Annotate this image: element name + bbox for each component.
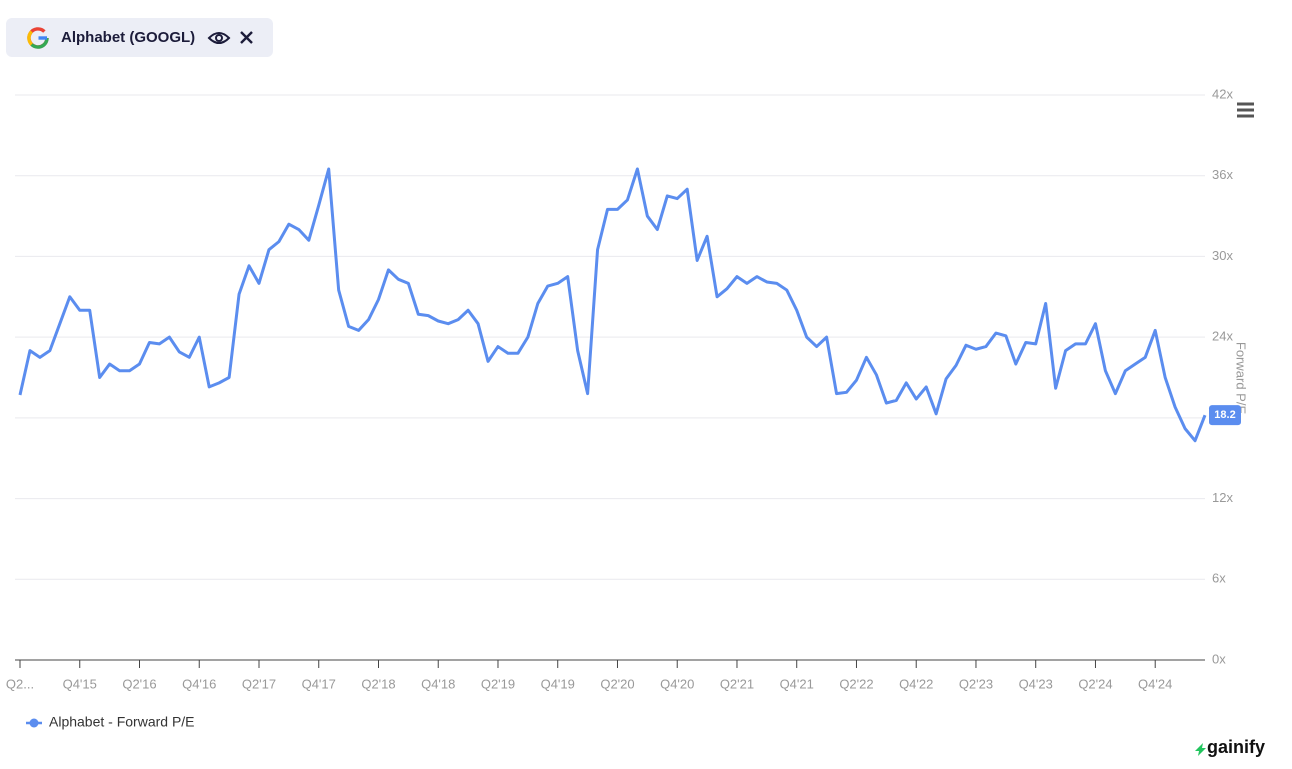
legend-marker bbox=[29, 718, 39, 728]
legend-label: Alphabet - Forward P/E bbox=[49, 714, 195, 730]
x-tick-label: Q4'23 bbox=[1019, 676, 1053, 691]
x-tick-label: Q2'24 bbox=[1078, 676, 1112, 691]
x-tick-label: Q2'18 bbox=[361, 676, 395, 691]
brand-icon bbox=[1195, 743, 1206, 756]
y-tick-label: 36x bbox=[1212, 167, 1233, 182]
close-icon[interactable] bbox=[240, 31, 253, 44]
x-tick-label: Q4'17 bbox=[302, 676, 336, 691]
x-tick-label: Q2'23 bbox=[959, 676, 993, 691]
x-tick-label: Q2'20 bbox=[600, 676, 634, 691]
x-tick-label: Q4'22 bbox=[899, 676, 933, 691]
series-line bbox=[18, 167, 1207, 443]
x-tick-label: Q4'24 bbox=[1138, 676, 1172, 691]
x-tick-label: Q2'16 bbox=[122, 676, 156, 691]
x-tick-label: Q4'15 bbox=[63, 676, 97, 691]
menu-icon[interactable] bbox=[1237, 102, 1254, 118]
x-tick-label: Q4'21 bbox=[780, 676, 814, 691]
x-tick-label: Q2'17 bbox=[242, 676, 276, 691]
google-icon bbox=[27, 27, 49, 49]
x-tick-label: Q2'21 bbox=[720, 676, 754, 691]
last-value-badge bbox=[1209, 405, 1241, 426]
legend[interactable]: Alphabet - Forward P/E bbox=[26, 714, 195, 730]
y-axis-title: Forward P/E bbox=[1234, 342, 1249, 415]
x-tick-label: Q2'22 bbox=[839, 676, 873, 691]
y-tick-label: 42x bbox=[1212, 86, 1233, 101]
x-tick-label: Q4'20 bbox=[660, 676, 694, 691]
y-tick-label: 30x bbox=[1212, 248, 1233, 263]
y-tick-label: 0x bbox=[1212, 651, 1226, 666]
ticker-chip bbox=[6, 18, 273, 57]
y-tick-label: 24x bbox=[1212, 329, 1233, 344]
x-tick-label: Q2'19 bbox=[481, 676, 515, 691]
y-tick-label: 6x bbox=[1212, 571, 1226, 586]
x-tick-label: Q4'18 bbox=[421, 676, 455, 691]
ticker-label: Alphabet (GOOGL) bbox=[61, 29, 195, 46]
x-tick-label: Q4'16 bbox=[182, 676, 216, 691]
last-value-label: 18.2 bbox=[1214, 409, 1235, 421]
watch-icon[interactable] bbox=[207, 32, 231, 44]
x-tick-label: Q2... bbox=[6, 676, 34, 691]
x-tick-label: Q4'19 bbox=[541, 676, 575, 691]
brand-logo: gainify bbox=[1207, 737, 1265, 757]
y-tick-label: 12x bbox=[1212, 490, 1233, 505]
